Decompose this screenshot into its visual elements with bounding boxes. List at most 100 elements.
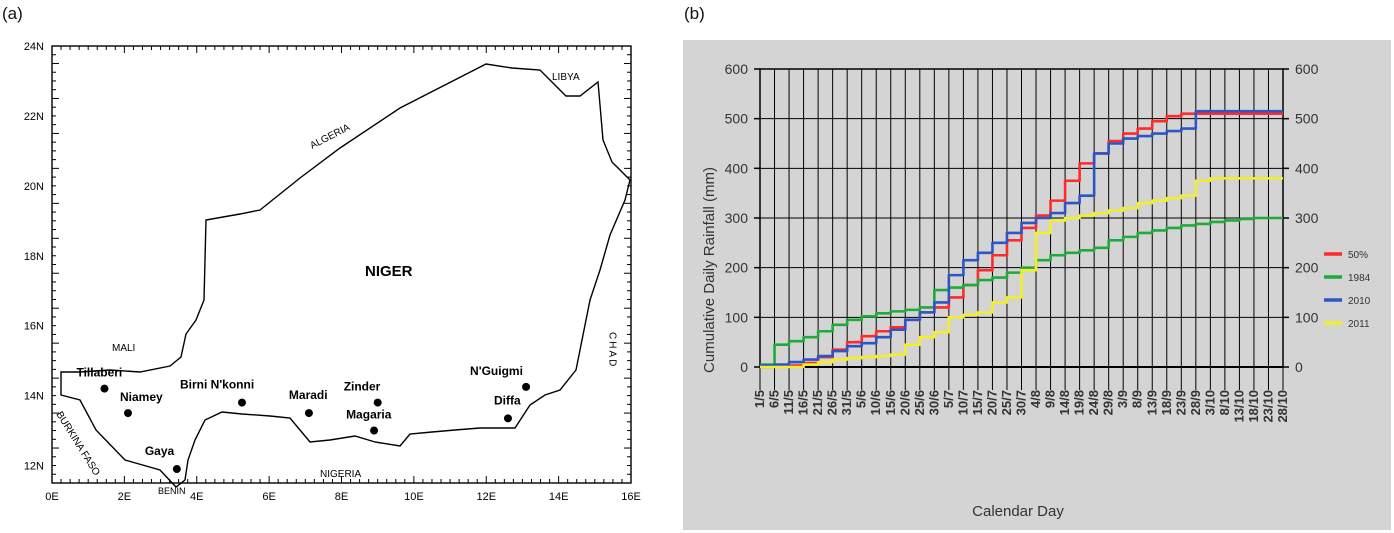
y-tick-label: 600 [725, 61, 749, 77]
x-tick-label: 8/10 [1217, 390, 1232, 415]
station-label: Niamey [120, 390, 163, 404]
x-tick-label: 18/9 [1159, 390, 1174, 415]
chart-legend: 50% 1984 2010 2011 [1324, 250, 1371, 330]
country-label: NIGER [365, 263, 413, 280]
niger-border [60, 63, 631, 488]
y-tick-label: 300 [725, 210, 749, 226]
map-y-tick-label: 20N [24, 181, 44, 193]
x-tick-label: 15/7 [970, 390, 985, 415]
map-y-tick-label: 16N [24, 321, 44, 333]
x-tick-label: 4/8 [1028, 390, 1043, 408]
x-tick-label: 18/10 [1246, 390, 1261, 423]
label-mali: MALI [112, 343, 135, 354]
x-tick-label: 25/6 [912, 390, 927, 415]
label-benin: BENIN [158, 486, 186, 496]
x-tick-label: 10/6 [868, 390, 883, 415]
map-y-tick-label: 22N [24, 111, 44, 123]
x-tick-label: 21/5 [810, 390, 825, 415]
x-tick-label: 15/6 [883, 390, 898, 415]
map-x-tick-label: 8E [335, 491, 348, 503]
map-x-tick-label: 10E [404, 491, 424, 503]
x-tick-label: 19/8 [1072, 390, 1087, 415]
station-label: Tillaberi [76, 366, 122, 380]
x-tick-label: 20/6 [897, 390, 912, 415]
station-label: Maradi [289, 388, 328, 402]
x-tick-label: 28/9 [1188, 390, 1203, 415]
station-label: Gaya [145, 444, 175, 458]
y-tick-label-right: 400 [1295, 160, 1319, 176]
x-tick-label: 1/5 [752, 390, 767, 408]
legend-label: 1984 [1348, 273, 1371, 284]
x-tick-label: 29/8 [1101, 390, 1116, 415]
station-marker [503, 414, 512, 423]
x-tick-label: 8/9 [1130, 390, 1145, 408]
station-marker [123, 409, 132, 418]
x-axis-label: Calendar Day [972, 503, 1064, 520]
map-axis-labels: 0E 2E 4E 6E 8E 10E 12E 14E 16E 24N 22N 20N 18N 16N 14N… [24, 41, 641, 503]
station-marker [237, 398, 246, 407]
x-tick-label: 16/5 [796, 390, 811, 415]
x-tick-label: 6/5 [767, 390, 782, 408]
station-label: Magaria [346, 408, 392, 422]
y-tick-label: 200 [725, 260, 749, 276]
y-tick-label: 0 [740, 359, 748, 375]
x-tick-label: 30/7 [1014, 390, 1029, 415]
legend-label: 2011 [1348, 319, 1370, 330]
x-tick-label: 3/9 [1115, 390, 1130, 408]
y-tick-label: 400 [725, 160, 749, 176]
map-y-tick-label: 14N [24, 391, 44, 403]
label-chad: CHAD [607, 332, 618, 368]
chart-background [683, 40, 1391, 530]
x-tick-label: 13/10 [1231, 390, 1246, 423]
x-tick-label: 5/7 [941, 390, 956, 408]
y-tick-label: 100 [725, 309, 749, 325]
x-tick-label: 5/6 [854, 390, 869, 408]
map-x-tick-label: 12E [476, 491, 496, 503]
x-tick-label: 20/7 [984, 390, 999, 415]
series-line-2011 [760, 176, 1283, 369]
x-tick-label: 31/5 [839, 390, 854, 415]
y-tick-label-right: 300 [1295, 210, 1319, 226]
map-y-tick-label: 18N [24, 251, 44, 263]
map-x-tick-label: 0E [45, 491, 58, 503]
stations: Tillaberi Niamey Gaya Birni N'konni Maradi Zi… [76, 364, 531, 474]
x-tick-label: 23/9 [1173, 390, 1188, 415]
x-tick-label: 9/8 [1043, 390, 1058, 408]
station-marker [522, 382, 531, 391]
x-tick-label: 25/7 [999, 390, 1014, 415]
label-nigeria: NIGERIA [320, 469, 361, 480]
map-ticks [51, 45, 632, 484]
label-libya: LIBYA [552, 72, 580, 83]
y-tick-label-right: 100 [1295, 309, 1319, 325]
chart-labels: 0 0 100 100 200 200 300 300 400 400 500 500 600 600 1/… [725, 61, 1319, 423]
niger-map: NIGER LIBYA ALGERIA MALI NIGERIA BENIN B… [24, 41, 641, 503]
map-frame [51, 45, 632, 484]
x-tick-label: 28/10 [1275, 390, 1290, 423]
x-tick-label: 3/10 [1202, 390, 1217, 415]
station-label: N'Guigmi [470, 364, 523, 378]
station-marker [373, 398, 382, 407]
panel-b-label: (b) [684, 4, 705, 23]
chart-lines [760, 109, 1283, 369]
map-x-tick-label: 4E [190, 491, 203, 503]
map-y-tick-label: 12N [24, 461, 44, 473]
y-tick-label-right: 500 [1295, 111, 1319, 127]
x-tick-label: 13/9 [1144, 390, 1159, 415]
y-tick-label: 500 [725, 111, 749, 127]
legend-label: 50% [1348, 250, 1368, 261]
x-tick-label: 30/6 [926, 390, 941, 415]
station-label: Diffa [494, 393, 521, 407]
y-axis-label: Cumulative Daily Rainfall (mm) [701, 167, 718, 373]
station-marker [370, 426, 379, 435]
x-tick-label: 23/10 [1260, 390, 1275, 423]
station-label: Zinder [344, 380, 381, 394]
station-marker [100, 384, 109, 393]
map-x-tick-label: 6E [262, 491, 275, 503]
map-x-tick-label: 2E [118, 491, 131, 503]
x-tick-label: 14/8 [1057, 390, 1072, 415]
x-tick-label: 26/5 [825, 390, 840, 415]
panel-a-label: (a) [2, 4, 23, 23]
series-line-2010 [760, 109, 1283, 367]
map-y-tick-label: 24N [24, 41, 44, 53]
